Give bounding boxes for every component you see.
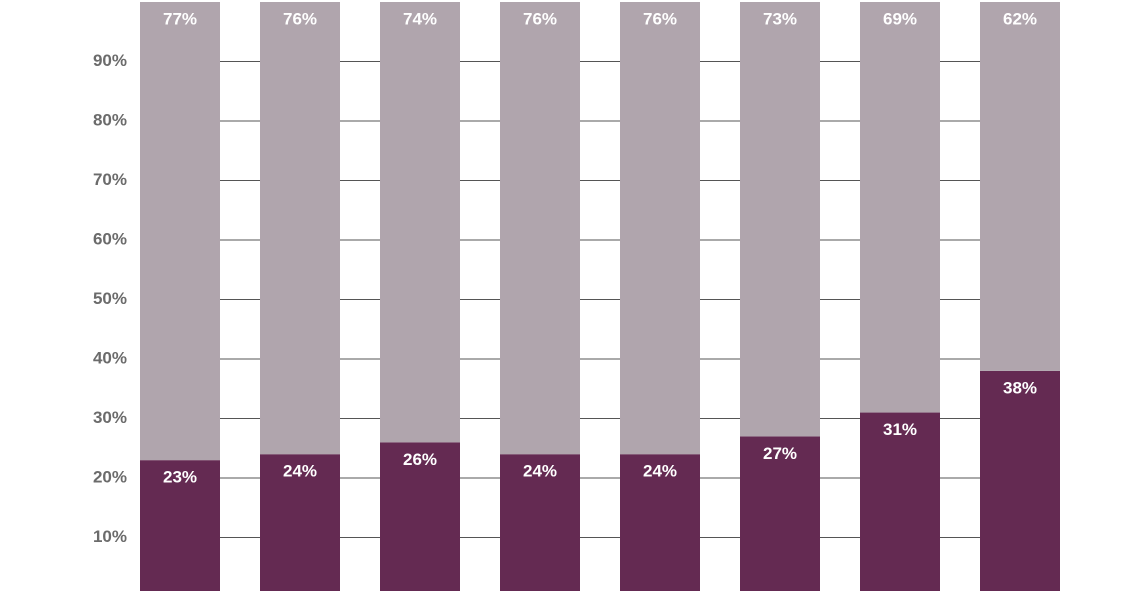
value-label: 62% — [1003, 9, 1037, 28]
bar-segment — [500, 454, 580, 591]
bar-segment — [740, 436, 820, 591]
y-tick-label: 60% — [93, 229, 127, 248]
bar-segment — [140, 460, 220, 591]
value-label: 77% — [163, 9, 197, 28]
value-label: 27% — [763, 444, 797, 463]
value-label: 24% — [643, 462, 677, 481]
bar-segment — [980, 2, 1060, 371]
bar-segment — [860, 412, 940, 591]
y-tick-label: 70% — [93, 170, 127, 189]
value-label: 31% — [883, 420, 917, 439]
value-label: 76% — [283, 9, 317, 28]
bar-segment — [260, 454, 340, 591]
bar-segment — [260, 2, 340, 455]
value-label: 76% — [523, 9, 557, 28]
y-tick-label: 80% — [93, 110, 127, 129]
value-label: 73% — [763, 9, 797, 28]
bar-segment — [380, 442, 460, 591]
value-label: 69% — [883, 9, 917, 28]
y-tick-label: 50% — [93, 289, 127, 308]
y-tick-label: 90% — [93, 51, 127, 70]
bar-segment — [500, 2, 580, 455]
bar-segment — [980, 370, 1060, 591]
value-label: 26% — [403, 450, 437, 469]
value-label: 74% — [403, 9, 437, 28]
bar-segment — [860, 2, 940, 413]
bar-segment — [620, 454, 700, 591]
bar-segment — [740, 2, 820, 437]
value-label: 23% — [163, 468, 197, 487]
value-label: 38% — [1003, 378, 1037, 397]
value-label: 24% — [283, 462, 317, 481]
bar-segment — [380, 2, 460, 443]
bar-segment — [140, 2, 220, 461]
y-tick-label: 40% — [93, 348, 127, 367]
y-tick-label: 10% — [93, 527, 127, 546]
bar-segment — [620, 2, 700, 455]
y-tick-label: 30% — [93, 408, 127, 427]
value-label: 24% — [523, 462, 557, 481]
value-label: 76% — [643, 9, 677, 28]
y-tick-label: 20% — [93, 467, 127, 486]
